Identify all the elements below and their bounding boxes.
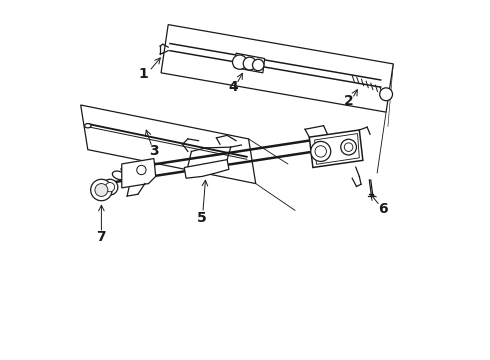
- Text: 1: 1: [138, 67, 148, 81]
- Circle shape: [95, 184, 108, 197]
- Text: 7: 7: [97, 230, 106, 244]
- Circle shape: [315, 146, 326, 157]
- Polygon shape: [122, 158, 156, 188]
- Text: 6: 6: [378, 202, 387, 216]
- Circle shape: [137, 165, 146, 175]
- Circle shape: [91, 179, 112, 201]
- Circle shape: [344, 143, 353, 152]
- Polygon shape: [309, 130, 363, 167]
- Polygon shape: [184, 159, 229, 178]
- Circle shape: [243, 57, 256, 70]
- Ellipse shape: [85, 123, 91, 128]
- Text: 5: 5: [197, 211, 207, 225]
- Polygon shape: [234, 53, 265, 73]
- Circle shape: [232, 55, 247, 69]
- Text: 2: 2: [343, 94, 353, 108]
- Polygon shape: [81, 105, 256, 184]
- Circle shape: [105, 183, 115, 192]
- Circle shape: [341, 139, 356, 155]
- Text: 4: 4: [229, 80, 239, 94]
- Polygon shape: [161, 24, 393, 112]
- Circle shape: [311, 141, 331, 161]
- Circle shape: [252, 59, 264, 71]
- Ellipse shape: [112, 171, 125, 180]
- Circle shape: [380, 88, 392, 101]
- Text: 3: 3: [149, 144, 159, 158]
- Circle shape: [102, 179, 118, 195]
